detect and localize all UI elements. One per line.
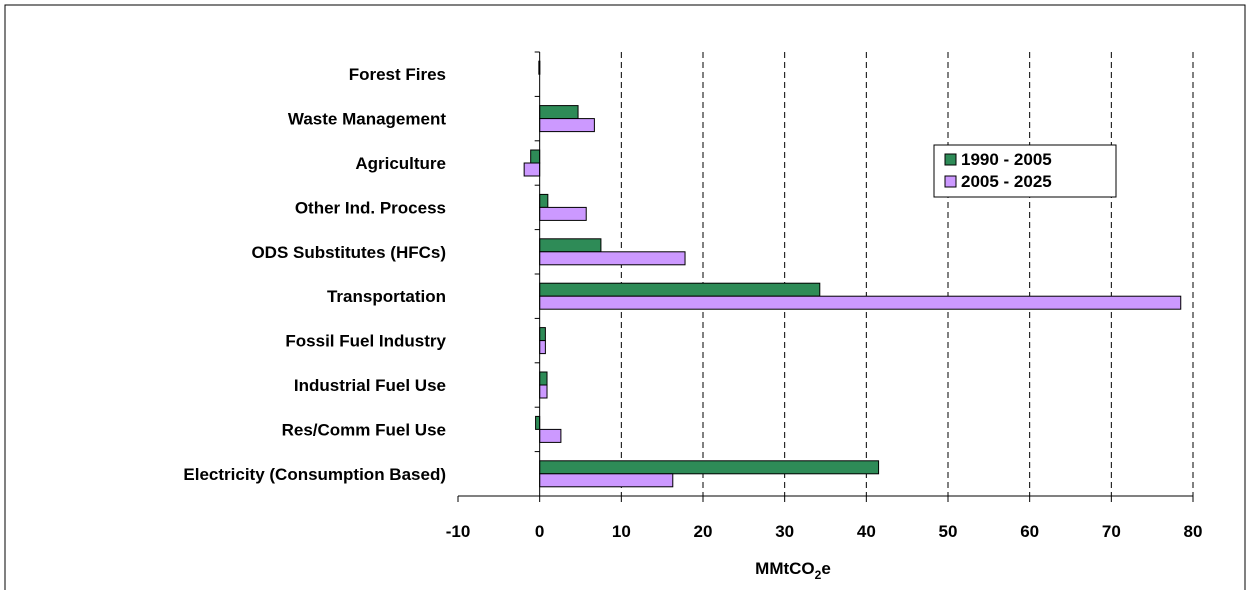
legend-label-2005-2025: 2005 - 2025 [961,172,1052,191]
category-label-fossil-fuel-industry: Fossil Fuel Industry [285,332,446,351]
x-axis-title: MMtCO2e [755,559,831,582]
category-label-electricity-consumption-based: Electricity (Consumption Based) [183,465,446,484]
x-tick-label-30: 30 [775,522,794,541]
x-tick-label--10: -10 [446,522,471,541]
grid [620,52,1194,496]
x-axis-title-subscript: 2 [815,568,822,582]
legend: 1990 - 2005 2005 - 2025 [933,144,1117,198]
tick-labels: -10 0 10 20 30 40 50 60 70 80 [446,522,1203,541]
bar-industrial-fuel-use-2005-2025 [539,384,548,399]
category-label-industrial-fuel-use: Industrial Fuel Use [294,376,446,395]
bars [523,60,1182,488]
bar-waste-management-2005-2025 [539,118,595,133]
bar-agriculture-2005-2025 [523,162,541,177]
bar-electricity-consumption-based-1990-2005 [539,460,880,475]
axes [457,51,1194,502]
category-label-ods-substitutes-hfcs: ODS Substitutes (HFCs) [251,243,446,262]
x-axis-title-suffix: e [821,559,830,578]
category-label-transportation: Transportation [327,287,446,306]
bar-other-ind-process-1990-2005 [539,193,549,208]
bar-fossil-fuel-industry-2005-2025 [539,340,546,355]
x-tick-label-60: 60 [1020,522,1039,541]
bar-waste-management-1990-2005 [539,105,579,120]
category-labels: Electricity (Consumption Based) Res/Comm … [183,65,446,484]
bar-res-comm-fuel-use-2005-2025 [539,428,562,443]
legend-swatch-1990-2005 [944,153,957,166]
bar-other-ind-process-2005-2025 [539,206,587,221]
x-axis-title-main: MMtCO [755,559,814,578]
x-tick-label-40: 40 [857,522,876,541]
x-tick-label-0: 0 [535,522,544,541]
bar-ods-substitutes-hfcs-1990-2005 [539,238,602,253]
bar-fossil-fuel-industry-1990-2005 [539,327,546,342]
bar-ods-substitutes-hfcs-2005-2025 [539,251,686,266]
category-label-agriculture: Agriculture [355,154,446,173]
category-label-forest-fires: Forest Fires [349,65,446,84]
legend-label-1990-2005: 1990 - 2005 [961,150,1052,169]
bar-industrial-fuel-use-1990-2005 [539,371,548,386]
x-tick-label-10: 10 [612,522,631,541]
bar-res-comm-fuel-use-1990-2005 [535,415,541,430]
bar-transportation-2005-2025 [539,295,1182,310]
category-label-other-ind-process: Other Ind. Process [295,198,446,217]
legend-box [933,144,1117,198]
bar-agriculture-1990-2005 [530,149,541,164]
x-tick-label-70: 70 [1102,522,1121,541]
bar-transportation-1990-2005 [539,282,821,297]
category-label-waste-management: Waste Management [288,110,446,129]
x-tick-label-50: 50 [939,522,958,541]
x-tick-label-80: 80 [1184,522,1203,541]
legend-swatch-2005-2025 [944,175,957,188]
bar-electricity-consumption-based-2005-2025 [539,473,674,488]
x-tick-label-20: 20 [694,522,713,541]
category-label-res-comm-fuel-use: Res/Comm Fuel Use [282,420,446,439]
